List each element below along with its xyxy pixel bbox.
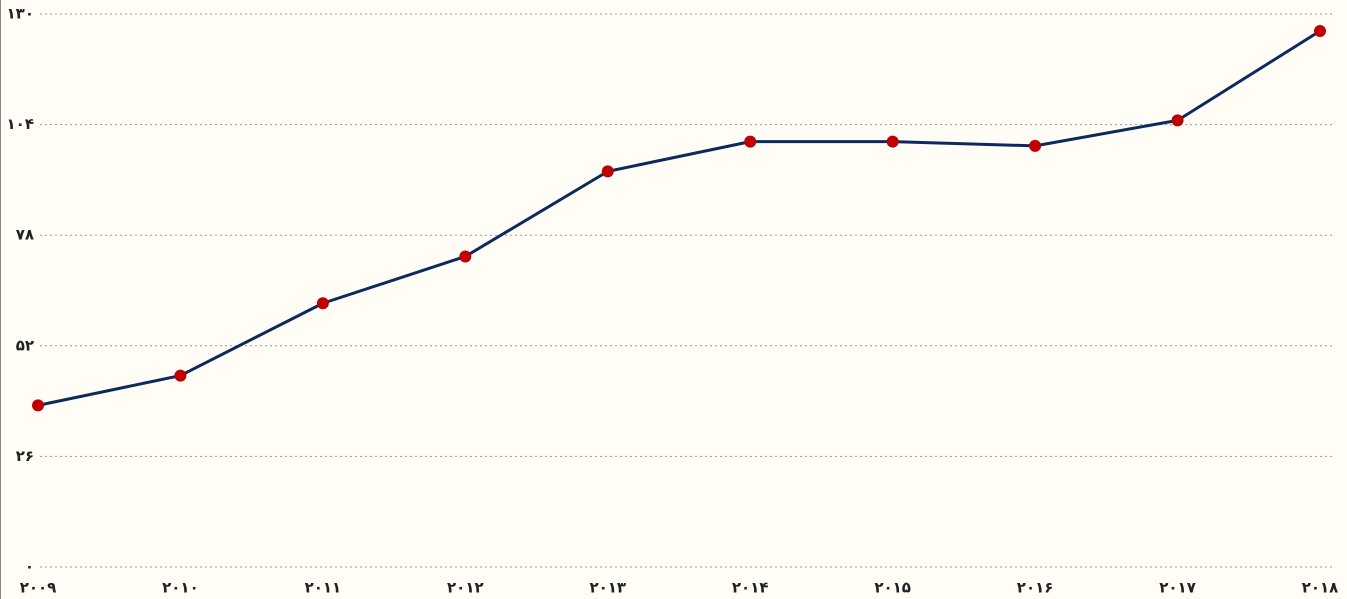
y-tick-label: ۱۰۴ xyxy=(7,115,34,133)
x-tick-label: ۲۰۱۰ xyxy=(162,579,199,597)
x-tick-label: ۲۰۱۴ xyxy=(732,579,769,597)
x-tick-label: ۲۰۱۸ xyxy=(1302,579,1339,597)
x-tick-label: ۲۰۱۶ xyxy=(1017,579,1054,597)
marker xyxy=(1171,114,1184,127)
marker xyxy=(316,297,329,310)
y-tick-label: ۷۸ xyxy=(16,226,34,244)
marker xyxy=(744,135,757,148)
x-tick-label: ۲۰۱۱ xyxy=(305,579,342,597)
marker xyxy=(601,165,614,178)
y-tick-label: ۱۳۰ xyxy=(7,5,34,23)
marker xyxy=(459,250,472,263)
marker xyxy=(174,369,187,382)
y-tick-label: ۵۲ xyxy=(16,336,34,354)
y-tick-label: ۰ xyxy=(25,558,34,576)
x-tick-label: ۲۰۱۷ xyxy=(1159,579,1196,597)
x-tick-label: ۲۰۱۲ xyxy=(447,579,484,597)
marker xyxy=(1314,25,1326,38)
marker xyxy=(1029,139,1042,152)
marker xyxy=(886,135,899,148)
line xyxy=(37,29,1321,407)
x-tick-label: ۲۰۰۹ xyxy=(20,579,57,597)
x-tick-label: ۲۰۱۳ xyxy=(589,579,626,597)
y-tick-label: ۲۶ xyxy=(16,447,34,465)
marker xyxy=(32,399,44,412)
x-tick-label: ۲۰۱۵ xyxy=(874,579,911,597)
